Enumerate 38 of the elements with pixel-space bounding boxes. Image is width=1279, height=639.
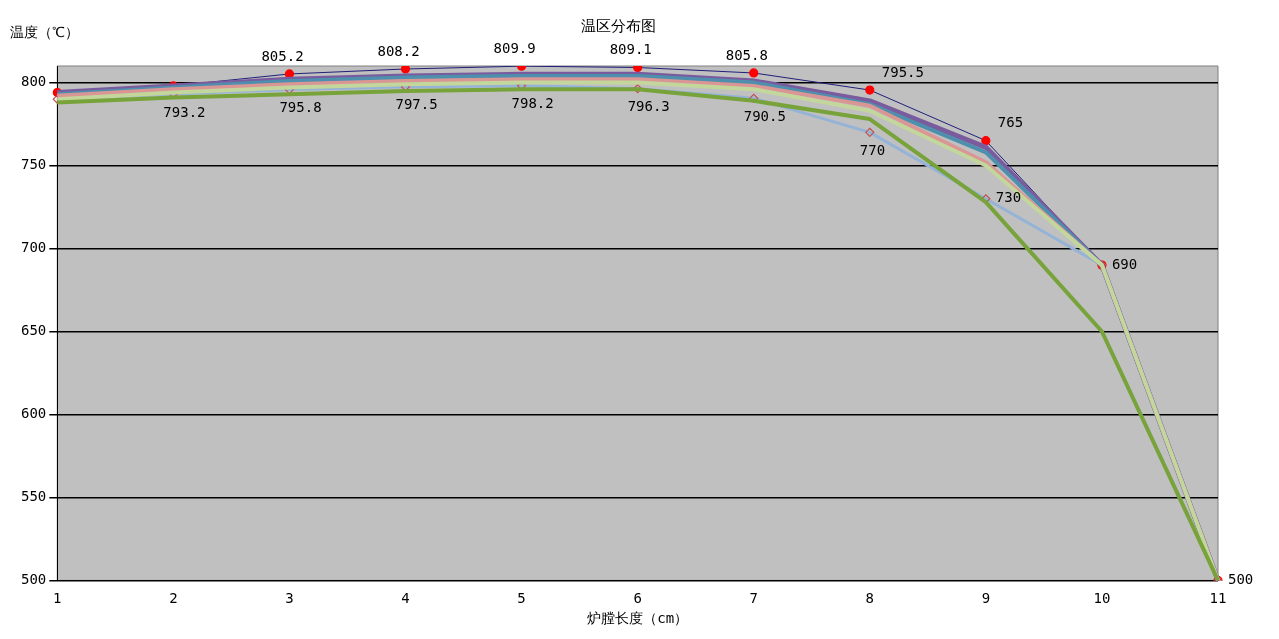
data-label: 730 [995,189,1022,206]
y-tick-label: 500 [20,571,47,588]
data-label: 690 [1111,255,1138,272]
y-tick-label: 650 [20,322,47,339]
x-tick-label: 3 [285,590,294,607]
data-label: 798.2 [511,95,554,112]
data-label: 796.3 [627,98,670,115]
x-tick-label: 8 [865,590,874,607]
y-tick-label: 800 [20,73,47,90]
data-label: 500 [1228,571,1254,588]
x-tick-label: 10 [1093,590,1111,607]
data-label: 795.5 [881,63,924,80]
data-label: 808.2 [377,42,420,59]
data-label: 793.2 [163,103,206,120]
y-tick-label: 550 [20,488,47,505]
data-label: 805.2 [261,47,304,64]
y-axis-title: 温度（℃） [10,24,79,42]
x-tick-label: 7 [749,590,758,607]
data-label: 770 [859,142,886,159]
x-tick-label: 5 [517,590,526,607]
x-tick-label: 11 [1209,590,1227,607]
data-label: 809.9 [493,39,536,56]
data-label: 765 [997,114,1024,131]
x-tick-label: 1 [53,590,62,607]
chart-title: 温区分布图 [580,16,656,35]
x-tick-label: 2 [169,590,178,607]
data-label: 805.8 [725,46,768,63]
data-label: 795.8 [279,99,322,116]
data-label: 790.5 [743,108,786,124]
y-tick-label: 750 [20,156,47,173]
data-label: 809.1 [609,41,652,58]
y-tick-label: 700 [20,239,47,256]
x-tick-label: 4 [401,590,410,607]
data-label: 797.5 [395,96,438,113]
x-tick-label: 9 [981,590,991,607]
x-axis-title: 炉膛长度（cm） [587,610,689,627]
x-tick-label: 6 [633,590,642,607]
y-tick-label: 600 [20,405,47,422]
